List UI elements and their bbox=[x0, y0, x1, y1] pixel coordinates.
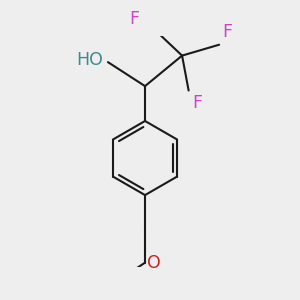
Text: HO: HO bbox=[76, 51, 103, 69]
Text: F: F bbox=[192, 94, 202, 112]
Text: F: F bbox=[223, 23, 232, 41]
Text: F: F bbox=[129, 10, 140, 28]
Text: O: O bbox=[147, 254, 161, 272]
